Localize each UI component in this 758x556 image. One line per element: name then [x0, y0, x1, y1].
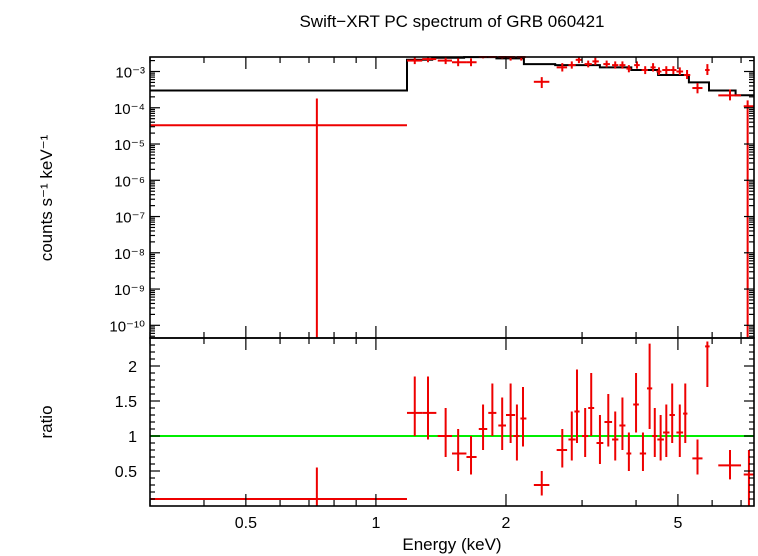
ratio-point-15 [568, 411, 576, 461]
ratio-point-21 [612, 411, 619, 461]
ratio-point-20 [604, 394, 613, 447]
ratio-point-11 [513, 404, 520, 461]
ratio-point-10 [505, 383, 516, 443]
ratio-point-32 [683, 383, 688, 443]
spectrum-y-tick-label: 10⁻⁴ [114, 101, 145, 118]
ratio-point-6 [466, 436, 477, 475]
spectrum-point-26 [662, 66, 671, 75]
ratio-point-31 [676, 404, 684, 457]
ratio-y-tick-label: 1.5 [115, 394, 137, 411]
x-axis-label: Energy (keV) [402, 535, 501, 554]
spectrum-point-19 [612, 61, 619, 69]
ratio-y-tick-label: 0.5 [115, 464, 137, 481]
spectrum-y-tick-label: 10⁻⁹ [114, 282, 145, 299]
ratio-point-18 [588, 373, 595, 436]
spectrum-point-22 [634, 61, 640, 69]
ratio-point-2 [406, 376, 423, 436]
spectrum-point-15 [575, 57, 583, 64]
ratio-point-14 [556, 429, 568, 468]
spectrum-panel: 10⁻³ 10⁻⁴ 10⁻⁵ 10⁻⁶ 10⁻⁷ 10⁻⁸ 10⁻⁹ 10⁻¹⁰ [109, 56, 755, 339]
ratio-data-points [150, 341, 754, 506]
spectrum-point-13 [556, 63, 568, 72]
x-tick-label: 0.5 [235, 515, 257, 532]
ratio-point-36 [743, 450, 754, 506]
spectrum-point-21 [626, 65, 632, 73]
spectrum-y-tick-label: 10⁻¹⁰ [109, 318, 145, 335]
ratio-point-12 [520, 387, 527, 447]
ratio-point-17 [582, 408, 589, 457]
spectrum-point-2 [406, 57, 423, 65]
spectrum-point-27 [670, 66, 677, 75]
ratio-point-24 [633, 373, 639, 433]
spectrum-y-ticks: 10⁻³ 10⁻⁴ 10⁻⁵ 10⁻⁶ 10⁻⁷ 10⁻⁸ 10⁻⁹ 10⁻¹⁰ [109, 59, 754, 337]
ratio-y-tick-label: 1 [128, 429, 137, 446]
ratio-point-29 [663, 404, 670, 457]
ratio-point-3 [422, 376, 437, 440]
ratio-point-26 [646, 343, 653, 429]
spectrum-y-tick-label: 10⁻⁵ [114, 137, 145, 154]
ratio-point-8 [488, 383, 497, 436]
spectrum-point-29 [683, 70, 691, 80]
spectrum-point-3 [422, 57, 437, 63]
spectrum-point-31 [705, 64, 710, 76]
spectrum-point-28 [676, 67, 684, 76]
ratio-point-16 [574, 369, 580, 443]
ratio-point-5 [452, 429, 467, 471]
spectrum-y-tick-label: 10⁻³ [115, 65, 145, 82]
x-tick-label: 2 [502, 515, 511, 532]
ratio-point-4 [437, 408, 452, 457]
spectrum-point-18 [603, 60, 610, 68]
ratio-point-9 [498, 397, 506, 450]
ratio-point-34 [705, 341, 710, 387]
spectrum-point-5 [452, 58, 467, 67]
ratio-panel: 0.5 1 1.5 2 [115, 337, 755, 507]
ratio-point-28 [657, 415, 664, 461]
spectrum-y-tick-label: 10⁻⁸ [114, 246, 145, 263]
x-axis-ticks: 0.5 1 2 5 [149, 57, 742, 532]
spectrum-y-tick-label: 10⁻⁷ [115, 210, 145, 227]
ratio-point-13 [533, 471, 550, 496]
x-tick-label: 1 [371, 515, 380, 532]
ratio-point-19 [596, 415, 604, 464]
spectrum-point-17 [592, 57, 599, 66]
ratio-y-ticks: 0.5 1 1.5 2 [115, 344, 754, 500]
spectrum-y-axis-label: counts s⁻¹ keV⁻¹ [37, 134, 56, 261]
x-tick-label: 5 [673, 515, 682, 532]
ratio-point-7 [478, 404, 488, 450]
ratio-frame [149, 337, 755, 507]
spectrum-point-14 [568, 61, 576, 69]
spectrum-point-33 [743, 100, 754, 338]
spectrum-point-24 [650, 63, 656, 72]
ratio-point-27 [652, 408, 658, 457]
spectrum-point-20 [619, 61, 626, 69]
spectrum-y-tick-label: 10⁻⁶ [114, 173, 145, 190]
spectrum-point-32 [718, 89, 742, 101]
spectrum-point-4 [437, 57, 452, 65]
spectrum-point-30 [692, 83, 703, 94]
ratio-point-25 [639, 432, 647, 471]
spectrum-point-25 [656, 67, 662, 76]
ratio-y-tick-label: 2 [128, 359, 137, 376]
chart-title: Swift−XRT PC spectrum of GRB 060421 [299, 12, 604, 31]
spectrum-point-6 [466, 58, 477, 67]
ratio-y-axis-label: ratio [37, 405, 56, 438]
ratio-point-30 [669, 383, 675, 443]
ratio-point-35 [718, 450, 742, 480]
ratio-point-33 [692, 439, 703, 475]
ratio-point-1 [150, 467, 407, 506]
spectrum-point-16 [584, 60, 592, 68]
ratio-point-23 [626, 432, 632, 471]
spectrum-point-12 [533, 77, 550, 89]
ratio-point-22 [619, 397, 626, 450]
spectrum-point-1 [150, 98, 407, 338]
spectrum-point-23 [641, 66, 648, 75]
